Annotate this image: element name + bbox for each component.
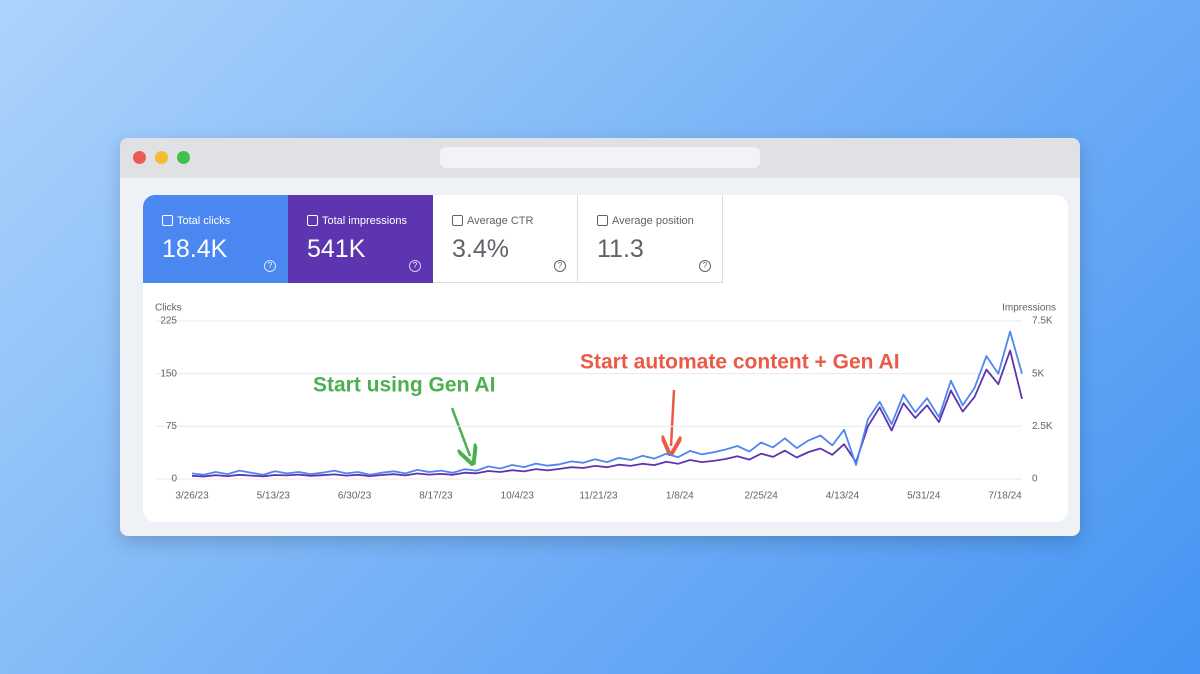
series-line <box>191 330 1023 476</box>
series-line <box>191 349 1023 478</box>
y2-tick-label: 2.5K <box>1032 421 1053 432</box>
x-tick-label: 8/17/23 <box>419 491 453 502</box>
x-tick-label: 2/25/24 <box>744 491 778 502</box>
y-axis-title: Clicks <box>155 303 182 314</box>
y-tick-label: 0 <box>171 474 177 485</box>
maximize-button[interactable] <box>177 151 190 164</box>
x-tick-label: 10/4/23 <box>501 491 535 502</box>
annotation-arrow <box>450 407 470 456</box>
metric-tile[interactable]: Total impressions 541K ? <box>288 195 433 283</box>
metric-value: 18.4K <box>162 235 228 263</box>
annotation-arrow <box>671 389 674 446</box>
x-tick-label: 7/18/24 <box>988 491 1022 502</box>
checkbox[interactable] <box>597 215 608 226</box>
help-icon[interactable]: ? <box>554 260 566 272</box>
y2-axis-title: Impressions <box>1002 303 1056 314</box>
annotation: Start automate content + Gen AI <box>580 351 900 374</box>
x-tick-label: 4/13/24 <box>826 491 860 502</box>
x-tick-label: 6/30/23 <box>338 491 372 502</box>
metric-label: Average position <box>612 215 694 227</box>
metric-label: Total clicks <box>177 215 231 227</box>
address-bar[interactable] <box>440 147 760 168</box>
browser-window: Total clicks 18.4K ? Total impressions 5… <box>120 138 1080 536</box>
x-tick-label: 1/8/24 <box>666 491 694 502</box>
metric-tile[interactable]: Average CTR 3.4% ? <box>433 195 578 283</box>
y2-tick-label: 7.5K <box>1032 316 1053 327</box>
title-bar <box>120 138 1080 178</box>
metric-value: 11.3 <box>597 235 644 263</box>
y-tick-label: 150 <box>160 368 177 379</box>
close-button[interactable] <box>133 151 146 164</box>
metric-tile[interactable]: Average position 11.3 ? <box>578 195 723 283</box>
y-tick-label: 75 <box>166 421 178 432</box>
x-tick-label: 5/13/23 <box>257 491 291 502</box>
help-icon[interactable]: ? <box>409 260 421 272</box>
x-tick-label: 3/26/23 <box>175 491 209 502</box>
x-tick-label: 5/31/24 <box>907 491 941 502</box>
y2-tick-label: 5K <box>1032 368 1045 379</box>
metric-label: Average CTR <box>467 215 534 227</box>
checkbox[interactable] <box>452 215 463 226</box>
metric-tile[interactable]: Total clicks 18.4K ? <box>143 195 288 283</box>
x-tick-label: 11/21/23 <box>579 491 618 502</box>
checkbox[interactable] <box>162 215 173 226</box>
minimize-button[interactable] <box>155 151 168 164</box>
metric-value: 541K <box>307 235 366 263</box>
y-tick-label: 225 <box>160 316 177 327</box>
help-icon[interactable]: ? <box>264 260 276 272</box>
annotation: Start using Gen AI <box>313 374 495 397</box>
metric-label: Total impressions <box>322 215 407 227</box>
y2-tick-label: 0 <box>1032 474 1038 485</box>
help-icon[interactable]: ? <box>699 260 711 272</box>
checkbox[interactable] <box>307 215 318 226</box>
metric-value: 3.4% <box>452 235 509 263</box>
